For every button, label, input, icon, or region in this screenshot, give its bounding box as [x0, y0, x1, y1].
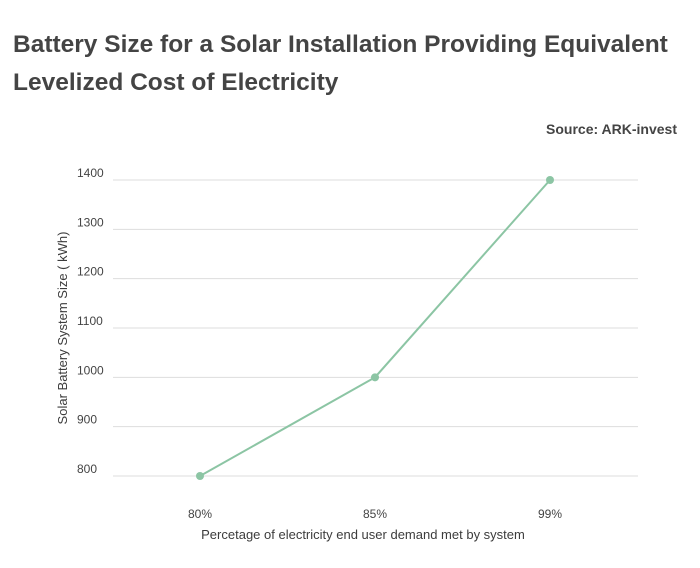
chart-title: Battery Size for a Solar Installation Pr… [13, 31, 668, 96]
y-axis-ticks: 800 900 1000 1100 1200 1300 1400 [77, 166, 104, 476]
gridlines [113, 179, 638, 477]
x-axis-ticks: 80% 85% 99% [188, 507, 562, 521]
y-tick-label: 800 [77, 462, 97, 476]
y-tick-label: 1200 [77, 265, 104, 279]
x-tick-label: 99% [538, 507, 562, 521]
y-tick-label: 1000 [77, 363, 104, 377]
data-point [196, 472, 204, 480]
source-note: Source: ARK-invest [546, 121, 677, 137]
y-tick-label: 1300 [77, 215, 104, 229]
y-tick-label: 1100 [77, 314, 103, 328]
data-points [196, 176, 554, 480]
y-axis-label: Solar Battery System Size ( kWh) [55, 232, 70, 425]
y-tick-label: 1400 [77, 166, 104, 180]
y-tick-label: 900 [77, 413, 97, 427]
data-point [371, 373, 379, 382]
x-axis-label: Percetage of electricity end user demand… [201, 527, 525, 542]
data-point [546, 176, 554, 184]
x-tick-label: 85% [363, 507, 387, 521]
x-tick-label: 80% [188, 507, 212, 521]
